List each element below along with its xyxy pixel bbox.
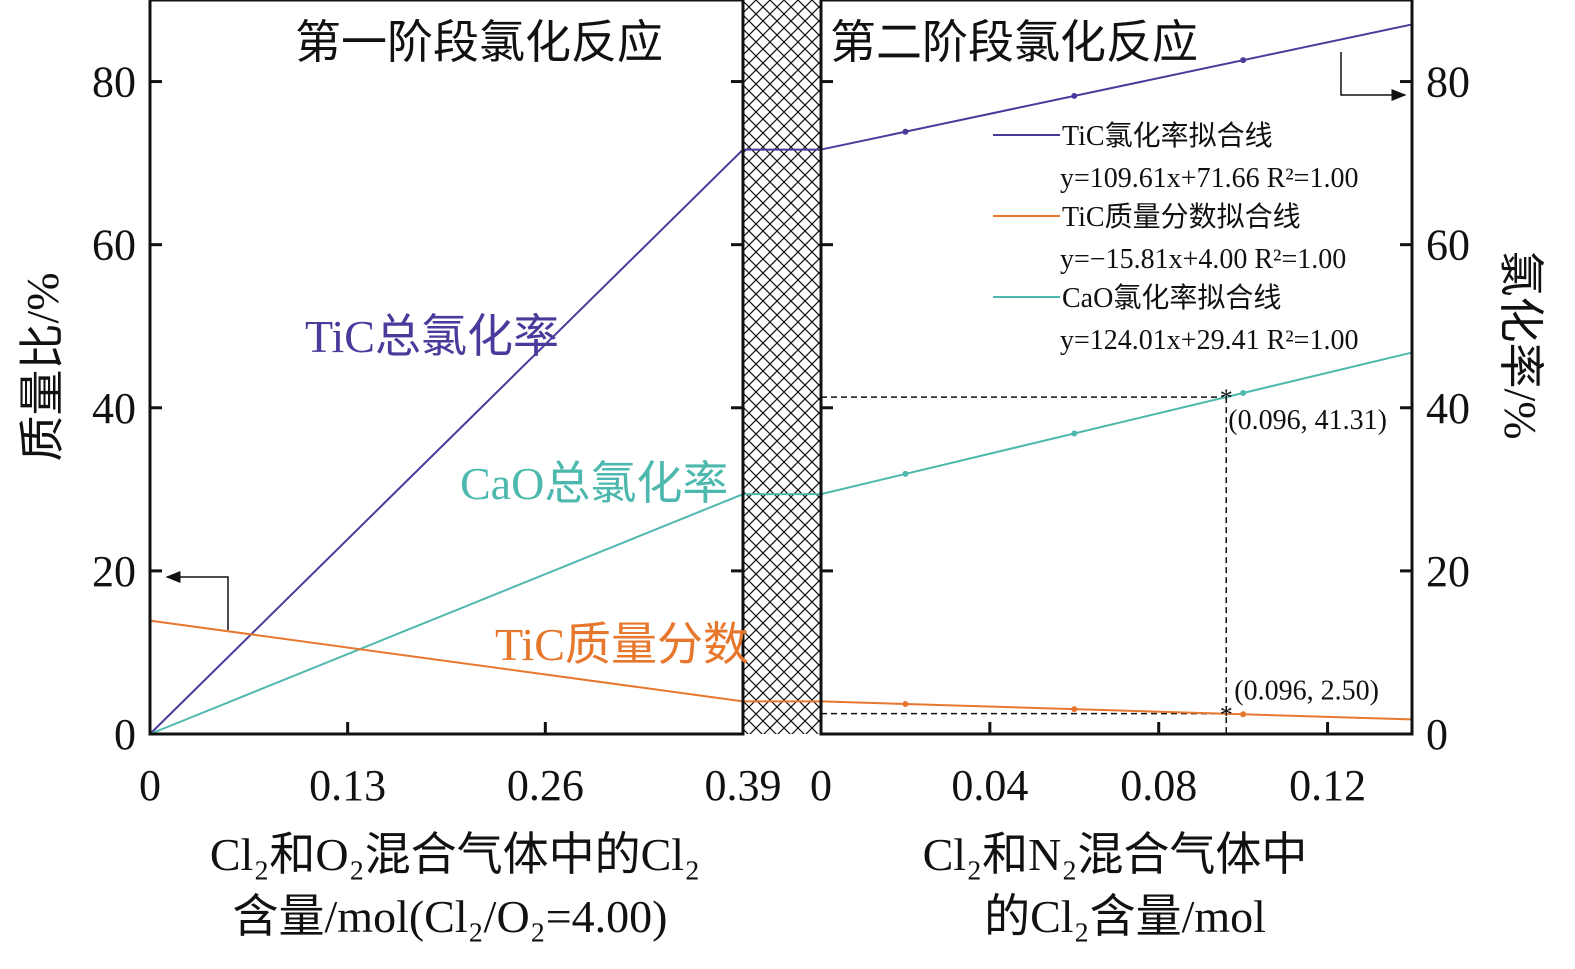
data-point-marker — [1071, 706, 1078, 713]
left-x-label-line2: 含量/mol(Cl₂/O₂=4.00) — [233, 891, 668, 942]
right-x-tick-label: 0.12 — [1289, 761, 1366, 810]
left-series-line-2 — [149, 619, 744, 703]
right-x-label-line2: 的Cl₂含量/mol — [984, 891, 1266, 942]
right-x-tick-label: 0 — [810, 761, 832, 810]
right-y-label: 氯化率/% — [1495, 250, 1546, 439]
legend-equation-0: y=109.61x+71.66 R²=1.00 — [1060, 163, 1358, 194]
data-point-marker — [902, 470, 909, 477]
data-point-marker — [1071, 430, 1078, 437]
left-y-tick-label: 0 — [114, 710, 136, 759]
series-label-cao-total: CaO总氯化率 — [460, 458, 728, 509]
left-series-line-1 — [149, 493, 744, 735]
left-x-tick-label: 0 — [139, 761, 161, 810]
left-series-line-0 — [149, 148, 744, 735]
left-panel-title: 第一阶段氯化反应 — [295, 17, 663, 68]
left-axis-arrow-icon — [165, 571, 229, 630]
left-y-label: 质量比/% — [17, 272, 68, 461]
right-x-tick-label: 0.08 — [1120, 761, 1197, 810]
series-label-tic-mass: TiC质量分数 — [495, 619, 749, 670]
right-y-tick-label: 80 — [1426, 58, 1470, 107]
legend-equation-2: y=124.01x+29.41 R²=1.00 — [1060, 325, 1358, 356]
legend-label-1: TiC质量分数拟合线 — [1062, 201, 1301, 233]
left-x-label-line1: Cl₂和O₂混合气体中的Cl₂ — [210, 829, 700, 880]
data-point-marker — [902, 700, 909, 707]
annotation-star: * — [1220, 701, 1233, 730]
right-plot-frame — [819, 0, 1414, 736]
legend-equation-1: y=−15.81x+4.00 R²=1.00 — [1060, 244, 1346, 275]
legend-label-2: CaO氯化率拟合线 — [1062, 282, 1281, 314]
left-x-tick-label: 0.26 — [507, 761, 584, 810]
left-y-tick-label: 80 — [92, 58, 136, 107]
legend-label-0: TiC氯化率拟合线 — [1062, 120, 1273, 152]
right-panel-title: 第二阶段氯化反应 — [830, 17, 1198, 68]
data-point-marker — [1071, 92, 1078, 99]
transition-band — [743, 0, 821, 734]
right-axis-arrow-icon — [1340, 52, 1407, 101]
annotation-label-1: (0.096, 2.50) — [1234, 676, 1379, 707]
left-y-tick-label: 20 — [92, 547, 136, 596]
right-y-tick-label: 0 — [1426, 710, 1448, 759]
right-y-tick-label: 40 — [1426, 384, 1470, 433]
data-point-marker — [1240, 711, 1247, 718]
right-fit-line-1 — [820, 700, 1413, 721]
right-y-tick-label: 60 — [1426, 221, 1470, 270]
right-fit-line-2 — [820, 351, 1413, 496]
left-x-tick-label: 0.13 — [309, 761, 386, 810]
left-y-tick-label: 40 — [92, 384, 136, 433]
data-point-marker — [1240, 57, 1247, 64]
right-y-tick-label: 20 — [1426, 547, 1470, 596]
data-point-marker — [902, 128, 909, 135]
right-x-tick-label: 0.04 — [951, 761, 1028, 810]
left-plot-frame — [148, 0, 745, 736]
left-x-tick-label: 0.39 — [705, 761, 782, 810]
series-label-tic-total: TiC总氯化率 — [305, 311, 559, 362]
annotation-label-0: (0.096, 41.31) — [1228, 405, 1387, 436]
right-fit-line-0 — [820, 23, 1413, 151]
data-point-marker — [1240, 390, 1247, 397]
right-x-label-line1: Cl₂和N₂混合气体中 — [923, 829, 1308, 880]
left-y-tick-label: 60 — [92, 221, 136, 270]
annotation-star: * — [1220, 384, 1233, 413]
